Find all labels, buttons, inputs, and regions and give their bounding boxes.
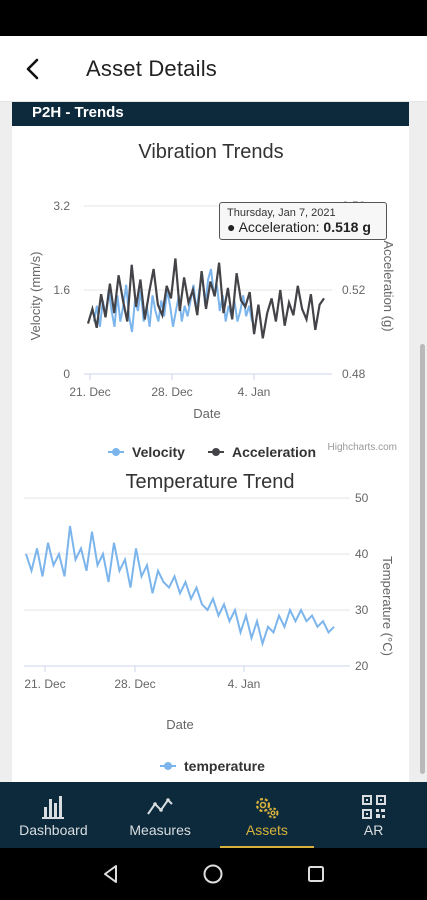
temperature-x-ticks: 21. Dec 28. Dec 4. Jan: [24, 666, 260, 691]
left-tick-label: 1.6: [53, 283, 70, 297]
triangle-back-icon: [104, 865, 118, 883]
temperature-chart-svg: Temperature Trend 50 40 30 20 21. Dec 28. De…: [24, 471, 395, 774]
left-tick-label: 3.2: [53, 199, 70, 213]
right-tick-label: 50: [355, 491, 369, 505]
nav-label-assets: Assets: [245, 822, 288, 838]
right-tick-label: 40: [355, 547, 369, 561]
acceleration-line[interactable]: [86, 258, 325, 339]
vibration-ylabel-left: Velocity (mm/s): [28, 252, 43, 341]
content-area[interactable]: P2H - Trends Vibration Trends 3.2 1.6 0 0.…: [0, 102, 427, 782]
temperature-line[interactable]: [25, 525, 335, 648]
legend-item-acceleration[interactable]: Acceleration: [208, 444, 316, 460]
system-recents-button[interactable]: [296, 854, 336, 894]
right-tick-label: 20: [355, 659, 369, 673]
line-chart-icon: [147, 798, 173, 815]
vibration-chart[interactable]: Vibration Trends 3.21.60 0.560.520.48 21…: [12, 126, 409, 466]
temperature-chart[interactable]: Temperature Trend 50 40 30 20 21. Dec 28. De…: [12, 466, 409, 782]
temperature-ylabel-right: Temperature (°C): [380, 556, 395, 656]
x-tick-label: 28. Dec: [151, 385, 192, 399]
legend-velocity-label: Velocity: [132, 444, 185, 460]
vibration-credit[interactable]: Highcharts.com: [327, 442, 397, 453]
app-header: Asset Details: [0, 36, 427, 102]
nav-item-ar[interactable]: AR: [320, 782, 427, 848]
vibration-legend: Velocity Acceleration: [108, 444, 316, 460]
circle-home-icon: [203, 864, 223, 884]
nav-item-measures[interactable]: Measures: [107, 782, 214, 848]
bar-chart-icon: [42, 796, 65, 819]
temperature-right-ticks: 50 40 30 20: [355, 491, 369, 673]
legend-acceleration-label: Acceleration: [232, 444, 316, 460]
nav-item-dashboard[interactable]: Dashboard: [0, 782, 107, 848]
temperature-grid: [24, 497, 350, 667]
page-title: Asset Details: [86, 55, 217, 81]
right-tick-label: 0.48: [342, 367, 366, 381]
status-bar: [0, 0, 427, 36]
gears-icon: [255, 797, 279, 819]
scrollbar[interactable]: [420, 344, 425, 774]
nav-label-ar: AR: [363, 822, 384, 838]
card-title: P2H - Trends: [12, 102, 409, 126]
system-nav-bar: [0, 848, 427, 900]
bottom-nav: Dashboard Measures Assets: [0, 782, 427, 848]
vibration-ylabel-right: Acceleration (g): [381, 240, 396, 331]
qr-code-icon: [361, 795, 386, 819]
temperature-series: [25, 525, 335, 648]
vibration-chart-title: Vibration Trends: [138, 141, 283, 163]
legend-item-temperature[interactable]: temperature: [160, 758, 265, 774]
vibration-series: [86, 258, 325, 339]
square-recents-icon: [307, 866, 324, 882]
legend-item-velocity[interactable]: Velocity: [108, 444, 185, 460]
nav-label-dashboard: Dashboard: [19, 822, 88, 838]
tooltip-value: 0.518 g: [323, 219, 371, 235]
system-home-button[interactable]: [193, 854, 233, 894]
legend-temperature-label: temperature: [184, 758, 265, 774]
tooltip-date: Thursday, Jan 7, 2021: [227, 207, 336, 219]
x-tick-label: 21. Dec: [69, 385, 110, 399]
vibration-left-ticks: 3.2 1.6 0: [53, 199, 70, 381]
vibration-x-ticks: 21. Dec 28. Dec 4. Jan: [69, 374, 270, 399]
velocity-line[interactable]: [93, 268, 253, 333]
tooltip-series: Acceleration: [238, 219, 316, 235]
system-back-button[interactable]: [91, 854, 131, 894]
x-tick-label: 28. Dec: [114, 677, 155, 691]
x-tick-label: 21. Dec: [24, 677, 65, 691]
x-tick-label: 4. Jan: [238, 385, 271, 399]
back-button[interactable]: [0, 36, 66, 102]
tooltip-value-row: ● Acceleration: 0.518 g: [227, 219, 371, 235]
left-tick-label: 0: [63, 367, 70, 381]
chevron-left-icon: [26, 58, 39, 79]
temperature-xlabel: Date: [166, 717, 193, 732]
chart-tooltip: Thursday, Jan 7, 2021 ● Acceleration: 0.…: [219, 202, 387, 240]
nav-label-measures: Measures: [129, 822, 191, 838]
vibration-xlabel: Date: [193, 406, 220, 421]
nav-item-assets[interactable]: Assets: [214, 782, 321, 848]
x-tick-label: 4. Jan: [228, 677, 261, 691]
vibration-chart-svg: Vibration Trends 3.21.60 0.560.520.48 21…: [28, 141, 396, 460]
trends-card: P2H - Trends Vibration Trends 3.2 1.6 0 0.…: [12, 102, 409, 782]
right-tick-label: 30: [355, 603, 369, 617]
temperature-chart-title: Temperature Trend: [126, 471, 295, 493]
right-tick-label: 0.52: [342, 283, 366, 297]
